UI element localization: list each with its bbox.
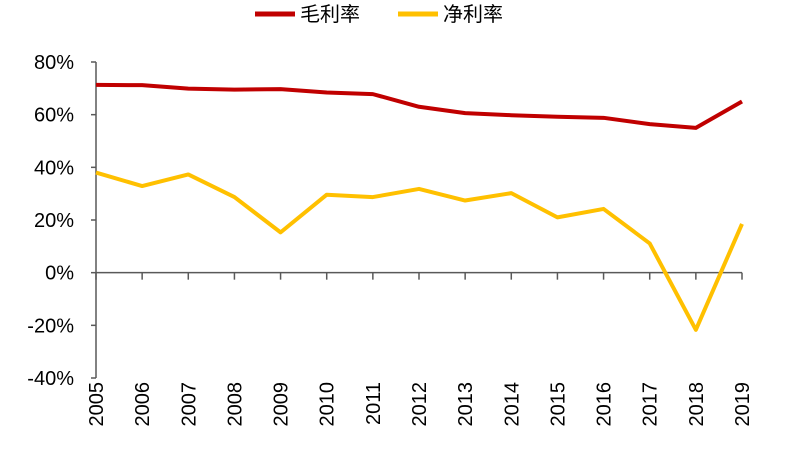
series-group [96, 85, 742, 330]
x-tick-label: 2010 [317, 382, 339, 427]
x-tick-label: 2005 [86, 382, 108, 427]
x-tick-label: 2019 [732, 382, 754, 427]
y-tick-label: -40% [27, 368, 74, 390]
x-tick-label: 2017 [640, 382, 662, 427]
y-tick-label: 20% [34, 210, 74, 232]
y-tick-label: 80% [34, 52, 74, 74]
x-tick-label: 2006 [132, 382, 154, 427]
x-tick-label: 2009 [271, 382, 293, 427]
x-tick-label: 2014 [501, 382, 523, 427]
y-tick-label: 40% [34, 157, 74, 179]
y-tick-label: -20% [27, 315, 74, 337]
legend-item-gross-margin: 毛利率 [255, 3, 360, 26]
x-tick-label: 2008 [224, 382, 246, 427]
x-tick-label: 2011 [363, 382, 385, 425]
legend-item-net-margin: 净利率 [398, 3, 503, 26]
x-tick-label: 2018 [686, 382, 708, 427]
x-tick-label: 2012 [409, 382, 431, 427]
x-tick-label: 2016 [594, 382, 616, 427]
series-line-0 [96, 85, 742, 128]
series-line-1 [96, 173, 742, 330]
legend-label-net-margin: 净利率 [443, 3, 503, 26]
y-tick-label: 0% [45, 263, 74, 285]
x-tick-label: 2013 [455, 382, 477, 427]
x-tick-label: 2015 [547, 382, 569, 427]
legend: 毛利率 净利率 [255, 3, 503, 26]
legend-label-gross-margin: 毛利率 [300, 3, 360, 26]
x-tick-label: 2007 [178, 382, 200, 427]
y-tick-label: 60% [34, 105, 74, 127]
